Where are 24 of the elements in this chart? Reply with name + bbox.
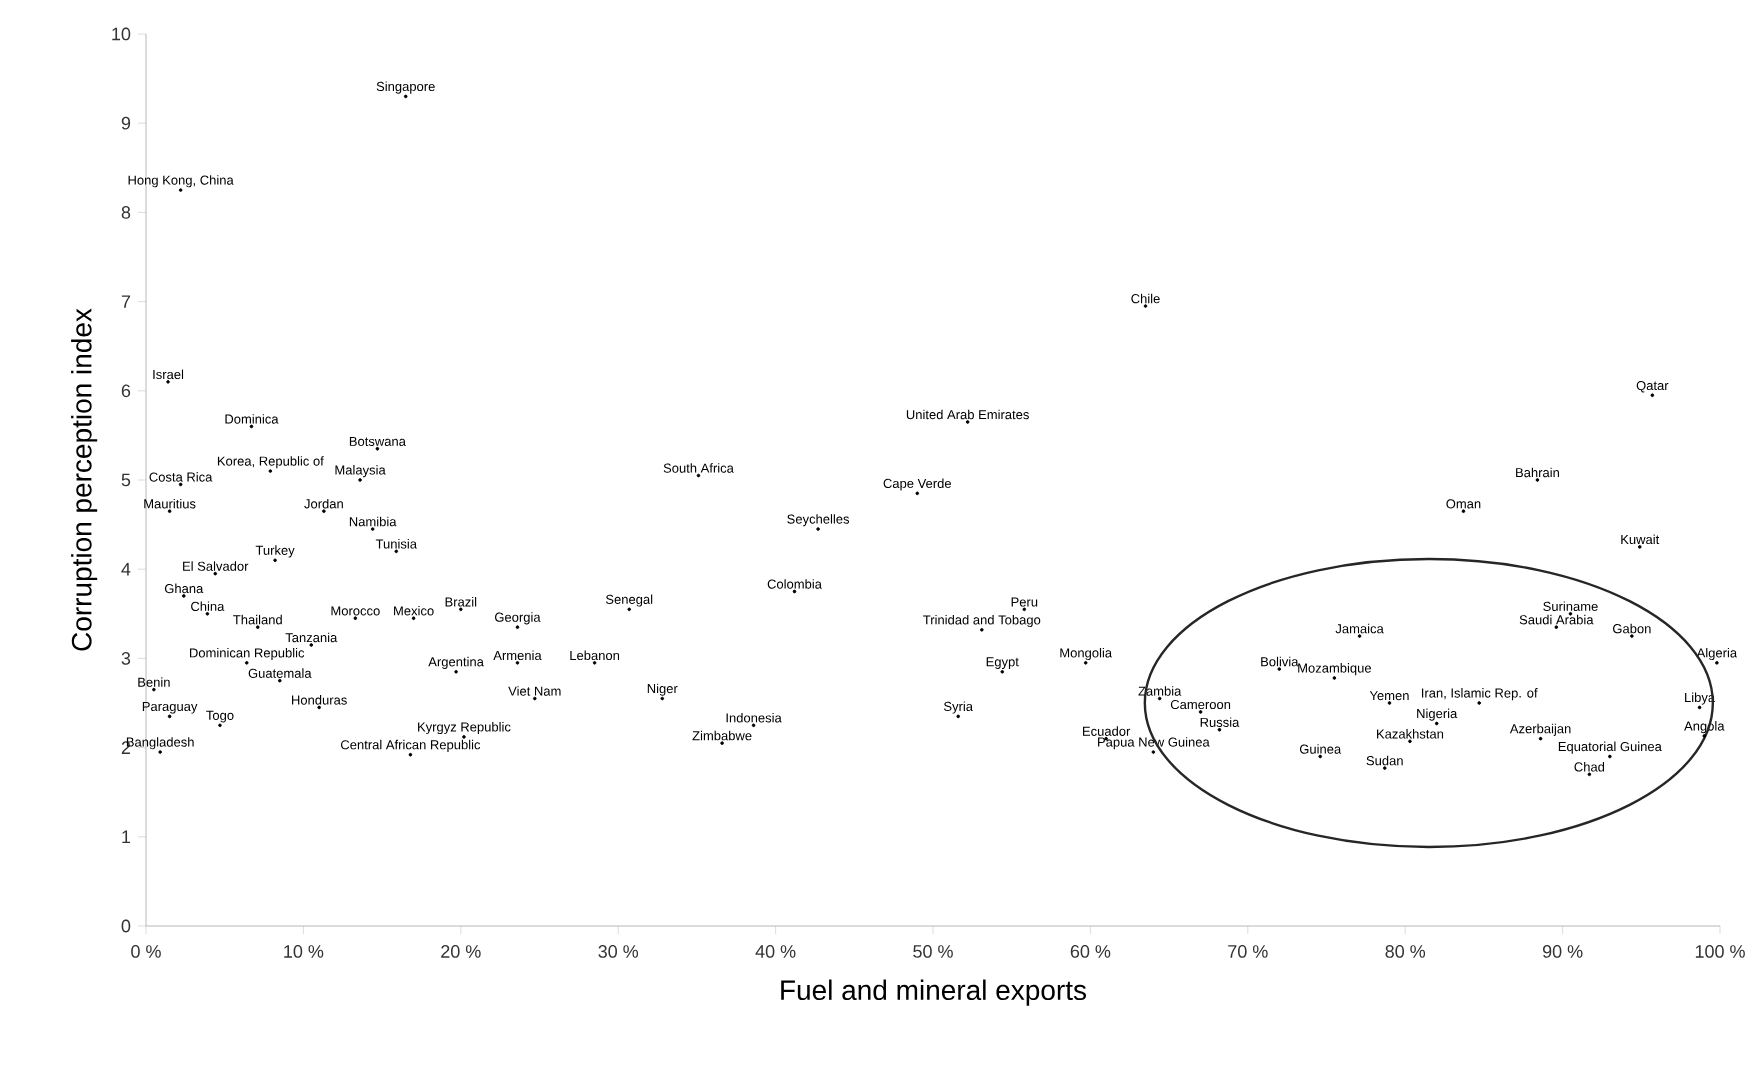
y-tick-label: 9 [121,116,131,130]
x-tick-label: 60 % [1070,945,1111,958]
x-tick-label: 0 % [131,945,161,958]
y-tick-label: 10 [112,27,131,41]
y-tick-label: 3 [121,652,131,665]
x-tick-label: 90 % [1542,945,1583,958]
x-tick-label: 70 % [1228,945,1268,958]
y-tick-label: 7 [121,295,131,308]
y-axis-title: Corruption perception index [71,308,98,651]
y-tick-label: 8 [121,206,131,219]
y-tick-label: 2 [121,741,131,754]
x-tick-label: 80 % [1385,945,1426,958]
x-tick-label: 40 % [755,945,796,958]
x-axis-title: Fuel and mineral exports [781,979,1087,1006]
y-tick-label: 5 [121,473,131,487]
x-tick-label: 30 % [598,945,639,958]
y-tick-label: 4 [121,563,131,576]
x-tick-label: 50 % [913,945,953,958]
y-tick-label: 0 [121,919,131,933]
y-tick-label: 6 [121,384,131,398]
x-tick-label: 100 % [1695,945,1745,958]
y-tick-label: 1 [122,830,131,843]
x-tick-label: 10 % [284,945,324,958]
x-tick-label: 20 % [441,945,481,958]
